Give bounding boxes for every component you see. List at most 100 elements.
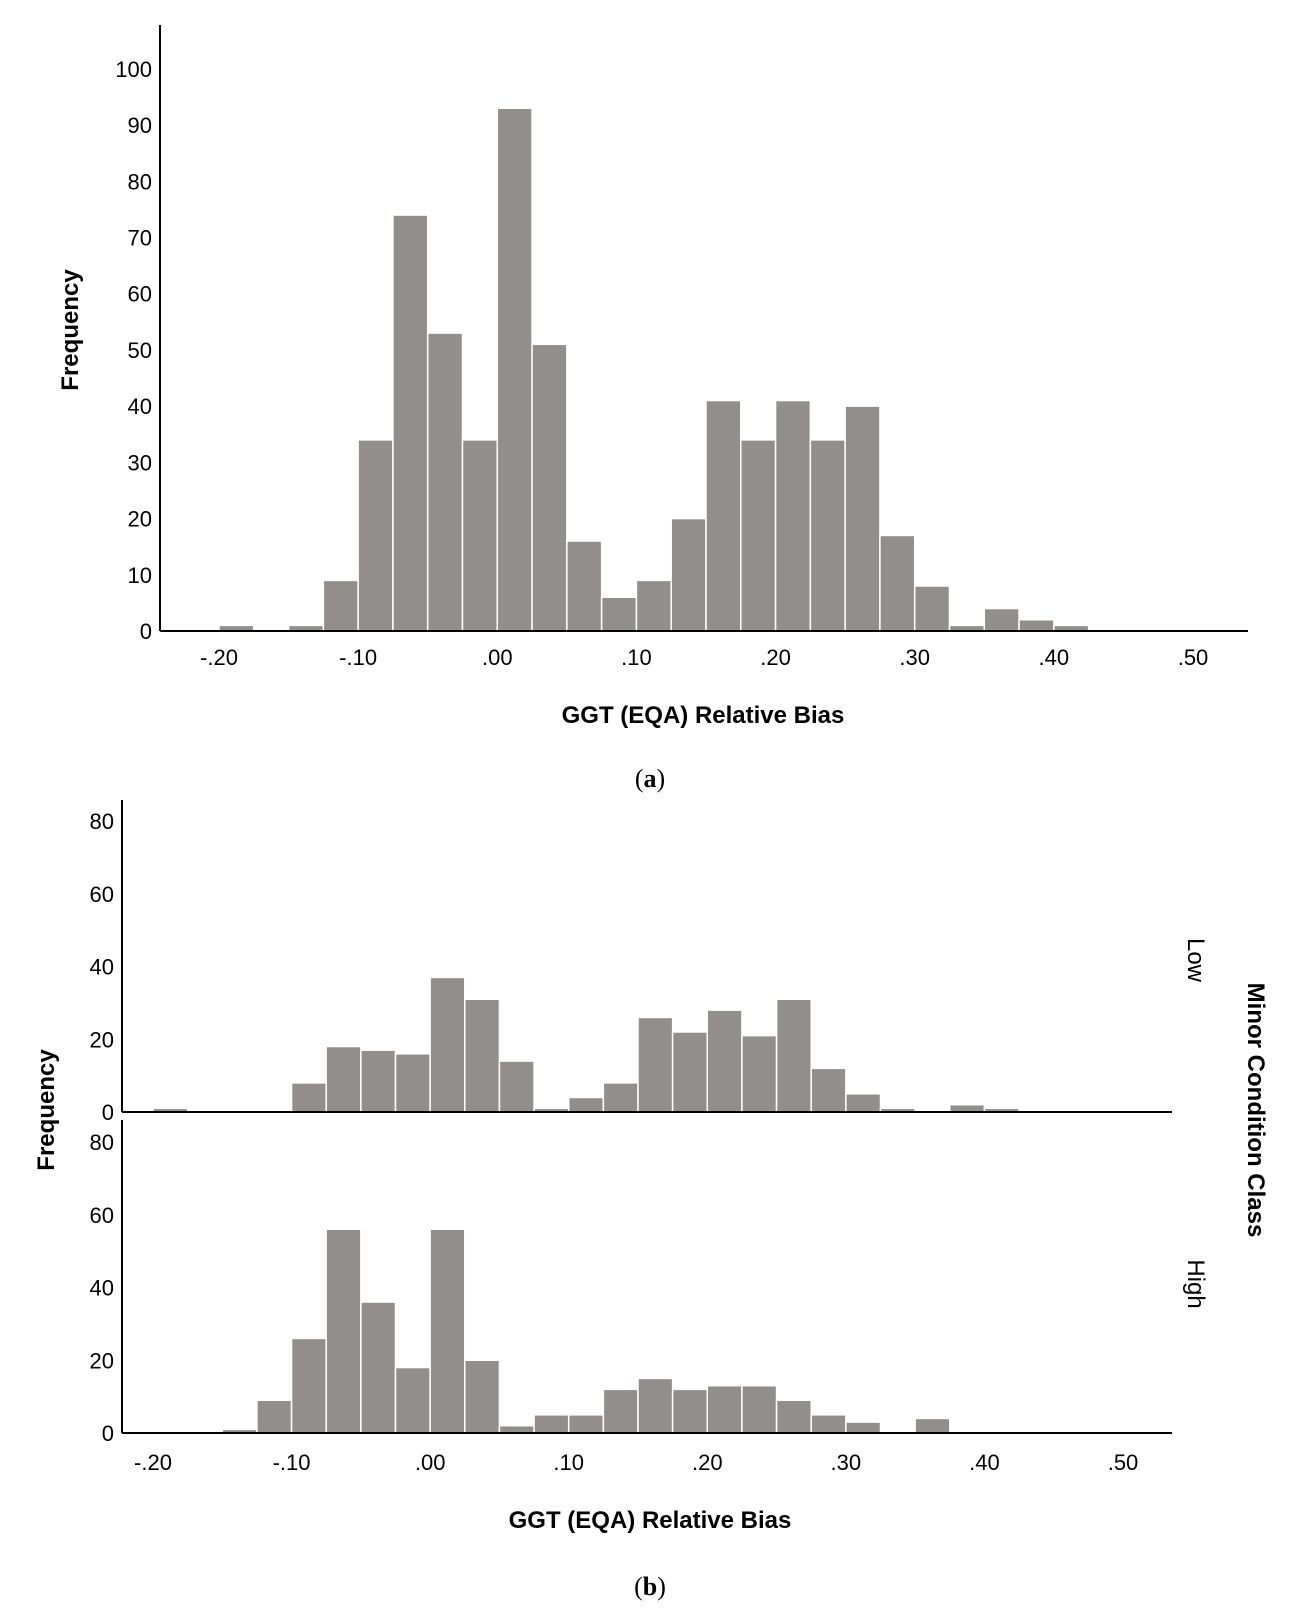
a-bar-19 <box>913 585 951 632</box>
a-y-tick-7: 70 <box>128 226 152 251</box>
b-low-bar-14 <box>741 1034 778 1113</box>
b-low-y-tick-0: 0 <box>102 1100 114 1125</box>
a-bar-2 <box>322 579 359 632</box>
facet-title: Minor Condition Class <box>1242 983 1269 1238</box>
b-x-tick-4: .20 <box>692 1450 723 1475</box>
b-low-bar-2 <box>325 1045 362 1113</box>
a-bar-9 <box>566 540 603 632</box>
a-bar-6 <box>461 439 499 632</box>
b-x-tick-0: -.20 <box>134 1450 172 1475</box>
a-bar-18 <box>879 534 916 632</box>
a-x-tick-2: .00 <box>482 645 513 670</box>
b-high-bar-13 <box>671 1388 709 1434</box>
a-x-tick-1: -.10 <box>339 645 377 670</box>
b-high-bar-19 <box>914 1417 951 1434</box>
b-low-bar-11 <box>637 1016 674 1113</box>
b-low-y-tick-1: 20 <box>90 1027 114 1052</box>
b-high-y-tick-0: 0 <box>102 1421 114 1446</box>
b-high-bar-6 <box>429 1228 466 1434</box>
b-high-bar-16 <box>775 1399 812 1434</box>
caption-a: (a) <box>635 764 665 793</box>
a-bar-21 <box>983 607 1020 632</box>
a-bar-7 <box>496 107 533 632</box>
b-high-bar-2 <box>290 1337 327 1434</box>
a-y-tick-9: 90 <box>128 113 152 138</box>
b-high-y-tick-2: 40 <box>90 1276 114 1301</box>
a-x-tick-7: .50 <box>1178 645 1209 670</box>
a-y-tick-0: 0 <box>140 619 152 644</box>
b-low-bar-3 <box>360 1049 397 1113</box>
a-bar-15 <box>774 399 812 632</box>
a-bar-10 <box>600 596 638 632</box>
b-low-bar-10 <box>602 1082 639 1113</box>
histogram-a: Frequency GGT (EQA) Relative Bias (a) 0 1… <box>57 25 1248 793</box>
b-high-bar-10 <box>567 1414 605 1434</box>
b-high-bar-7 <box>464 1359 501 1434</box>
a-bar-22 <box>1018 619 1055 632</box>
b-low-bar-1 <box>290 1082 327 1113</box>
a-bar-8 <box>531 343 568 632</box>
b-high-y-tick-4: 80 <box>90 1130 114 1155</box>
b-high-bar-9 <box>533 1414 570 1434</box>
b-high-y-tick-3: 60 <box>90 1203 114 1228</box>
a-y-tick-8: 80 <box>128 169 152 194</box>
b-low-y-tick-2: 40 <box>90 955 114 980</box>
b-low-bar-5 <box>429 976 466 1113</box>
caption-b: (b) <box>634 1572 666 1601</box>
a-y-tick-10: 100 <box>115 57 152 82</box>
b-high-y-tick-1: 20 <box>90 1348 114 1373</box>
b-low-bar-12 <box>671 1031 709 1113</box>
a-bar-13 <box>705 399 742 632</box>
a-y-tick-5: 50 <box>128 338 152 363</box>
a-y-tick-6: 60 <box>128 282 152 307</box>
y-axis-title-a: Frequency <box>57 269 84 391</box>
b-high-bar-14 <box>706 1384 743 1434</box>
a-x-tick-4: .20 <box>760 645 791 670</box>
b-low-bar-6 <box>464 998 501 1113</box>
x-axis-title-a: GGT (EQA) Relative Bias <box>562 702 845 729</box>
a-y-tick-2: 20 <box>128 507 152 532</box>
b-low-bar-19 <box>949 1103 986 1113</box>
b-low-bar-9 <box>567 1096 605 1113</box>
a-bar-3 <box>357 439 394 632</box>
b-low-y-tick-4: 80 <box>90 809 114 834</box>
b-low-y-tick-3: 60 <box>90 882 114 907</box>
b-x-tick-6: .40 <box>969 1450 1000 1475</box>
b-high-bar-15 <box>741 1384 778 1434</box>
panel-label-high: High <box>1182 1259 1209 1308</box>
b-high-bar-18 <box>845 1421 882 1434</box>
y-axis-title-b: Frequency <box>33 1049 60 1171</box>
panel-label-low: Low <box>1182 938 1209 983</box>
histogram-b: Frequency Minor Condition Class Low High… <box>33 800 1269 1601</box>
b-x-tick-5: .30 <box>831 1450 862 1475</box>
a-y-tick-4: 40 <box>128 394 152 419</box>
a-x-tick-6: .40 <box>1039 645 1070 670</box>
a-bar-14 <box>740 439 777 632</box>
b-high-bar-4 <box>360 1301 397 1434</box>
b-high-bar-11 <box>602 1388 639 1434</box>
a-x-tick-3: .10 <box>621 645 652 670</box>
b-x-tick-1: -.10 <box>273 1450 311 1475</box>
b-low-bar-15 <box>775 998 812 1113</box>
x-axis-title-b: GGT (EQA) Relative Bias <box>509 1507 792 1534</box>
b-high-bar-1 <box>256 1399 293 1434</box>
b-low-bar-17 <box>845 1093 882 1113</box>
a-y-tick-1: 10 <box>128 563 152 588</box>
b-high-bar-8 <box>498 1424 535 1434</box>
a-bar-4 <box>392 214 429 632</box>
b-high-bar-12 <box>637 1377 674 1434</box>
a-bar-12 <box>670 517 707 632</box>
b-x-tick-7: .50 <box>1108 1450 1139 1475</box>
b-high-bar-5 <box>394 1366 431 1434</box>
a-bar-16 <box>809 439 846 632</box>
b-high-bar-3 <box>325 1228 362 1434</box>
b-low-bar-7 <box>498 1060 535 1113</box>
b-low-bar-16 <box>810 1067 847 1113</box>
b-low-bar-4 <box>394 1053 431 1113</box>
a-x-tick-0: -.20 <box>200 645 238 670</box>
a-bar-5 <box>426 332 464 632</box>
a-x-tick-5: .30 <box>899 645 930 670</box>
b-x-tick-3: .10 <box>553 1450 584 1475</box>
b-high-bar-17 <box>810 1414 847 1434</box>
